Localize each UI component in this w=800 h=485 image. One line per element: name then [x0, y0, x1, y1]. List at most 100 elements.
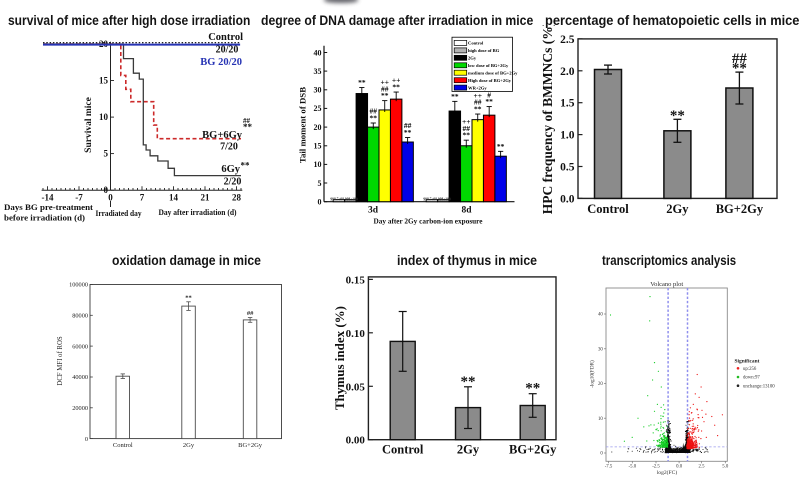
- svg-text:1.0: 1.0: [560, 130, 575, 142]
- svg-text:HPC frequency of BMMNCs (%): HPC frequency of BMMNCs (%): [540, 25, 555, 214]
- svg-text:2.5: 2.5: [699, 465, 706, 470]
- svg-text:0.00: 0.00: [346, 435, 366, 447]
- svg-text:20/20: 20/20: [216, 45, 239, 56]
- svg-text:Tail moment of DSB: Tail moment of DSB: [298, 87, 308, 163]
- svg-text:-2.5: -2.5: [652, 465, 660, 470]
- svg-text:0: 0: [318, 198, 322, 207]
- svg-text:down:97: down:97: [743, 376, 760, 381]
- svg-text:unchange:13100: unchange:13100: [743, 384, 775, 389]
- svg-text:BG+2Gy: BG+2Gy: [238, 442, 263, 449]
- svg-text:2.0: 2.0: [560, 66, 575, 78]
- svg-text:0: 0: [600, 452, 603, 457]
- svg-text:BG+2Gy: BG+2Gy: [509, 443, 557, 457]
- svg-text:Day after 2Gy carbon-ion expos: Day after 2Gy carbon-ion exposure: [374, 217, 483, 226]
- svg-text:10: 10: [598, 417, 603, 422]
- svg-text:30: 30: [598, 347, 603, 352]
- svg-text:35: 35: [314, 67, 322, 76]
- svg-text:DCF MFI of ROS: DCF MFI of ROS: [57, 336, 64, 386]
- svg-text:Days BG pre-treatment: Days BG pre-treatment: [4, 202, 93, 212]
- svg-text:log2(FC): log2(FC): [657, 469, 678, 476]
- svg-text:Control: Control: [468, 41, 484, 46]
- svg-text:2Gy: 2Gy: [183, 442, 195, 449]
- svg-text:0: 0: [104, 185, 109, 195]
- svg-text:8d: 8d: [461, 206, 472, 216]
- svg-text:0.05: 0.05: [346, 381, 366, 393]
- svg-text:**: **: [358, 78, 366, 87]
- svg-text:28: 28: [232, 193, 242, 203]
- svg-text:**: **: [463, 131, 471, 140]
- svg-text:0.0: 0.0: [560, 193, 575, 205]
- svg-text:100000: 100000: [69, 282, 88, 289]
- svg-text:high dose of BG: high dose of BG: [468, 48, 500, 53]
- svg-text:**: **: [381, 91, 389, 100]
- svg-text:##: ##: [381, 84, 389, 93]
- svg-text:-log10(FDR): -log10(FDR): [589, 360, 596, 388]
- svg-text:Irradiated day: Irradiated day: [96, 208, 143, 218]
- svg-text:**: **: [474, 105, 482, 114]
- svg-text:**: **: [461, 374, 476, 390]
- svg-text:**: **: [451, 92, 459, 101]
- svg-text:10: 10: [99, 112, 109, 122]
- svg-text:High dose of BG+2Gy: High dose of BG+2Gy: [468, 78, 512, 83]
- svg-text:**: **: [404, 128, 412, 137]
- svg-text:Control: Control: [208, 32, 243, 43]
- svg-text:BG 20/20: BG 20/20: [200, 57, 242, 68]
- svg-text:0.5: 0.5: [560, 162, 575, 174]
- svg-text:medium dose of BG+2Gy: medium dose of BG+2Gy: [468, 71, 518, 76]
- svg-text:BG+2Gy: BG+2Gy: [716, 202, 764, 216]
- svg-text:25: 25: [314, 104, 322, 113]
- svg-text:Day after irradiation (d): Day after irradiation (d): [159, 207, 237, 217]
- svg-text:##: ##: [243, 117, 251, 125]
- svg-text:10: 10: [314, 160, 322, 169]
- svg-text:7/20: 7/20: [220, 142, 238, 153]
- svg-text:7: 7: [140, 193, 145, 203]
- svg-text:++: ++: [462, 117, 471, 126]
- svg-text:before irradiation (d): before irradiation (d): [4, 213, 85, 223]
- svg-text:WR+2Gy: WR+2Gy: [468, 85, 487, 90]
- svg-text:++: ++: [392, 76, 401, 85]
- svg-text:21: 21: [201, 193, 211, 203]
- svg-text:**: **: [485, 97, 493, 106]
- svg-text:##: ##: [732, 51, 748, 67]
- svg-text:-7: -7: [75, 193, 83, 203]
- svg-text:#: #: [487, 90, 491, 99]
- svg-text:**: **: [670, 108, 685, 124]
- svg-text:998.7±98 998±100: 998.7±98 998±100: [423, 198, 451, 202]
- svg-text:**: **: [185, 294, 192, 301]
- svg-text:++: ++: [380, 78, 389, 87]
- svg-text:15: 15: [314, 142, 322, 151]
- svg-text:-5.0: -5.0: [629, 465, 637, 470]
- svg-text:##: ##: [404, 121, 412, 130]
- svg-text:998.7±98 998±100: 998.7±98 998±100: [330, 198, 358, 202]
- svg-text:Significant: Significant: [735, 359, 760, 365]
- svg-text:20: 20: [314, 123, 322, 132]
- svg-text:80000: 80000: [72, 313, 88, 320]
- svg-text:20: 20: [598, 382, 603, 387]
- svg-text:0.10: 0.10: [346, 328, 366, 340]
- svg-text:40000: 40000: [72, 374, 88, 381]
- svg-text:2Gy: 2Gy: [457, 443, 480, 457]
- svg-text:15: 15: [99, 76, 109, 86]
- svg-text:Control: Control: [382, 443, 424, 457]
- svg-text:2.5: 2.5: [560, 34, 575, 46]
- svg-text:##: ##: [463, 124, 471, 133]
- svg-text:0: 0: [108, 193, 113, 203]
- svg-text:5: 5: [104, 149, 109, 159]
- svg-text:Volcano plot: Volcano plot: [650, 281, 683, 288]
- svg-text:3d: 3d: [368, 206, 379, 216]
- svg-text:**: **: [241, 161, 251, 171]
- svg-text:2/20: 2/20: [224, 177, 242, 188]
- svg-text:0.15: 0.15: [346, 274, 366, 286]
- svg-text:-14: -14: [42, 193, 54, 203]
- svg-text:30: 30: [314, 86, 322, 95]
- svg-text:2Gy: 2Gy: [666, 202, 689, 216]
- svg-text:++: ++: [473, 91, 482, 100]
- svg-text:low dose of BG+2Gy: low dose of BG+2Gy: [468, 63, 509, 68]
- svg-text:Thymus index (%): Thymus index (%): [332, 306, 347, 410]
- svg-text:up:256: up:256: [743, 367, 757, 372]
- svg-text:##: ##: [370, 107, 378, 116]
- svg-text:Control: Control: [587, 202, 629, 216]
- svg-text:6Gy: 6Gy: [221, 164, 240, 175]
- svg-text:60000: 60000: [72, 343, 88, 350]
- svg-text:1.5: 1.5: [560, 98, 575, 110]
